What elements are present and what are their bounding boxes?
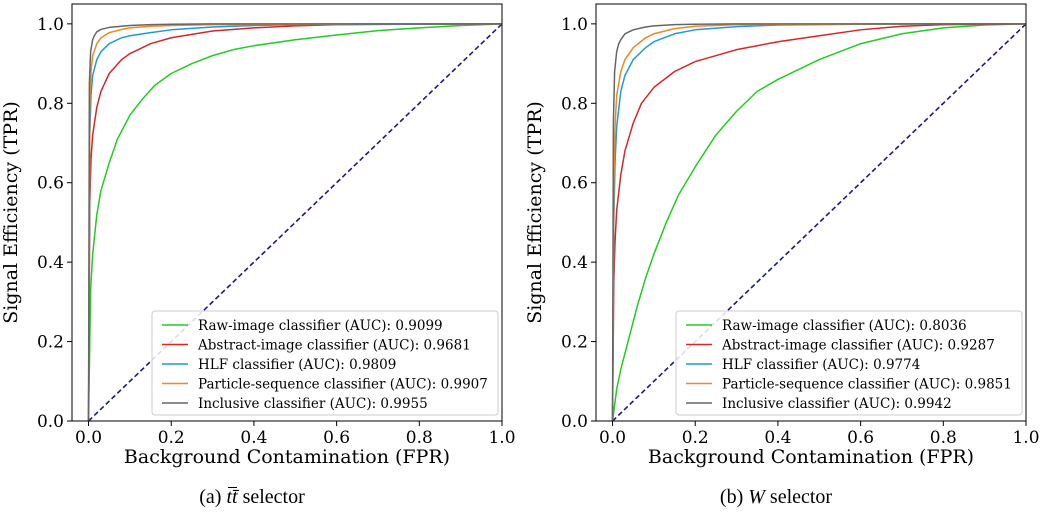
y-tick-label: 0.2 (37, 333, 64, 353)
caption-b-suffix: selector (764, 486, 833, 508)
x-tick-label: 1.0 (1012, 428, 1039, 448)
y-tick-label: 0.0 (561, 412, 588, 432)
legend-label: Abstract-image classifier (AUC): 0.9681 (197, 338, 471, 354)
legend-label: Particle-sequence classifier (AUC): 0.98… (722, 377, 1012, 393)
legend-label: Inclusive classifier (AUC): 0.9942 (722, 396, 952, 412)
series-line-2 (87, 23, 503, 422)
y-tick-label: 0.8 (37, 94, 64, 114)
legend-label: Raw-image classifier (AUC): 0.9099 (198, 318, 443, 334)
y-axis-label: Signal Efficiency (TPR) (524, 101, 546, 324)
y-tick-label: 0.0 (37, 412, 64, 432)
y-tick-label: 0.4 (561, 253, 588, 273)
legend-label: HLF classifier (AUC): 0.9809 (198, 357, 396, 373)
legend-box (675, 310, 1023, 416)
y-tick-label: 0.8 (561, 94, 588, 114)
legend-label: Abstract-image classifier (AUC): 0.9287 (721, 338, 995, 354)
x-tick-label: 1.0 (488, 428, 515, 448)
caption-b: (b) W selector (626, 486, 926, 509)
x-tick-label: 0.6 (323, 428, 350, 448)
x-axis-label: Background Contamination (FPR) (648, 446, 974, 468)
caption-b-label: (b) (719, 486, 744, 508)
x-tick-label: 0.4 (240, 428, 267, 448)
legend-label: Inclusive classifier (AUC): 0.9955 (198, 396, 428, 412)
legend-label: HLF classifier (AUC): 0.9774 (722, 357, 920, 373)
y-tick-label: 0.6 (37, 174, 64, 194)
chart-a: 0.0 0.2 0.4 0.6 0.8 1.0 0.0 0.2 0.4 0.6 0.8 1.0 Back… (0, 3, 516, 468)
legend: Raw-image classifier (AUC): 0.8036 Abstra… (675, 310, 1023, 416)
series-line-5 (87, 23, 502, 422)
x-axis-label: Background Contamination (FPR) (124, 446, 450, 468)
caption-b-math: W (748, 486, 765, 508)
x-tick-label: 0.2 (682, 428, 709, 448)
caption-a-label: (a) (199, 486, 222, 508)
x-tick-label: 0.0 (75, 428, 102, 448)
legend-label: Particle-sequence classifier (AUC): 0.99… (198, 377, 488, 393)
series-line-1 (87, 23, 503, 422)
x-tick-label: 0.8 (406, 428, 433, 448)
caption-a-suffix: selector (237, 486, 305, 508)
legend-box (151, 310, 499, 416)
x-tick-label: 0.8 (930, 428, 957, 448)
plot-frame (71, 3, 503, 422)
legend-label: Raw-image classifier (AUC): 0.8036 (722, 318, 967, 334)
y-axis-label: Signal Efficiency (TPR) (0, 101, 22, 324)
y-tick-label: 1.0 (561, 15, 588, 35)
x-tick-label: 0.4 (764, 428, 791, 448)
x-tick-label: 0.6 (847, 428, 874, 448)
chart-b: 0.0 0.2 0.4 0.6 0.8 1.0 0.0 0.2 0.4 0.6 0.8 1.0 Back… (524, 3, 1040, 468)
plot-frame (595, 3, 1027, 422)
caption-a-math: tt̄ (226, 486, 238, 508)
series-line-1 (611, 23, 1027, 422)
y-tick-label: 0.6 (561, 174, 588, 194)
y-tick-label: 1.0 (37, 15, 64, 35)
legend: Raw-image classifier (AUC): 0.9099 Abstra… (151, 310, 499, 416)
series-line-2 (611, 23, 1027, 422)
y-tick-label: 0.2 (561, 333, 588, 353)
x-tick-label: 0.0 (599, 428, 626, 448)
y-tick-label: 0.4 (37, 253, 64, 273)
x-tick-label: 0.2 (158, 428, 185, 448)
caption-a: (a) tt̄ selector (102, 486, 402, 509)
series-line-5 (611, 23, 1026, 422)
